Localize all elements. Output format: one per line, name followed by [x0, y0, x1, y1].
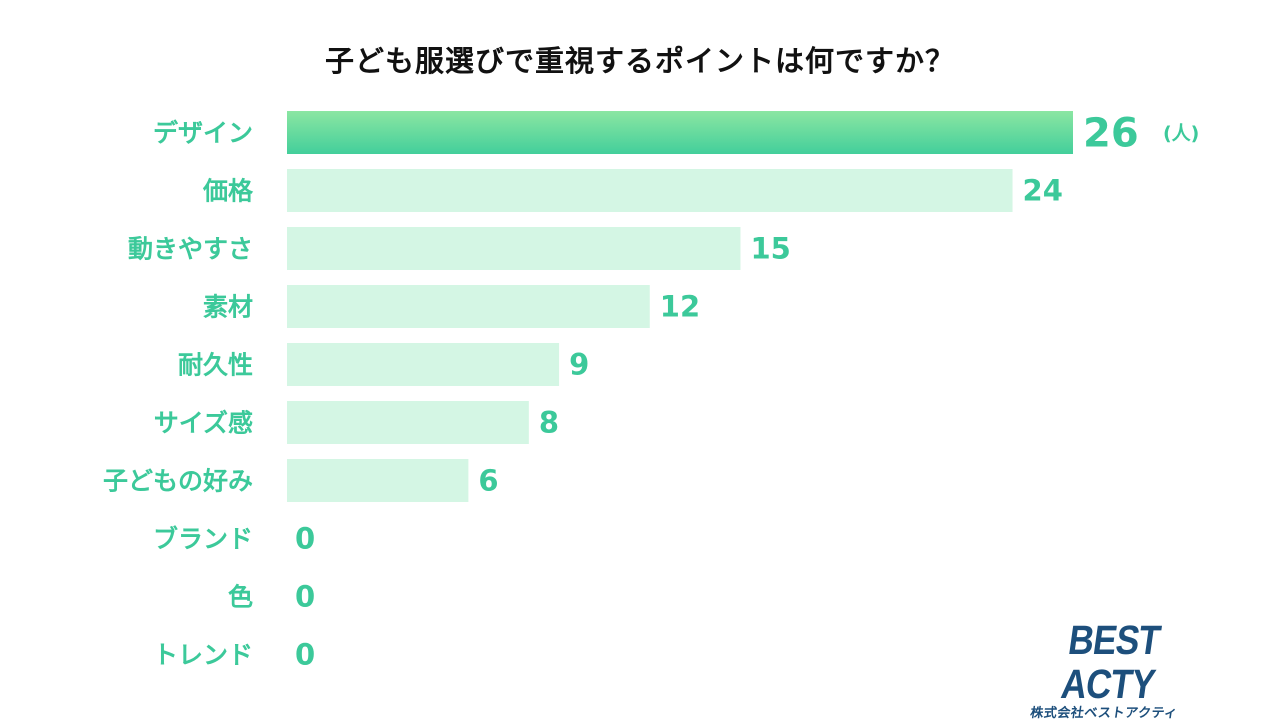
- category-label: ブランド: [153, 525, 253, 554]
- category-label: デザイン: [153, 119, 253, 148]
- value-label: 0: [295, 580, 315, 614]
- category-label: 色: [228, 583, 253, 612]
- bar: [287, 343, 560, 386]
- category-label: 子どもの好み: [103, 467, 253, 496]
- bar: [287, 285, 650, 328]
- value-label: 9: [569, 348, 589, 382]
- value-label: 24: [1023, 174, 1063, 208]
- category-label: トレンド: [153, 641, 253, 670]
- value-label: 6: [478, 464, 498, 498]
- unit-label: (人): [1163, 123, 1199, 145]
- company-logo: BEST ACTY 株式会社ベストアクティ: [1003, 617, 1218, 722]
- bar: [287, 169, 1013, 212]
- value-label: 15: [750, 232, 790, 266]
- value-label: 12: [660, 290, 700, 324]
- chart-title: 子ども服選びで重視するポイントは何ですか？: [324, 44, 955, 78]
- bar: [287, 401, 529, 444]
- category-label: 耐久性: [178, 351, 253, 380]
- bar: [287, 459, 469, 502]
- value-label: 26: [1083, 111, 1139, 157]
- value-label: 0: [295, 522, 315, 556]
- bars-group: デザイン 26 (人) 価格 24 動きやすさ 15 素材 12 耐久性 9 サイズ感 8 子どもの好み 6…: [103, 111, 1199, 672]
- value-label: 0: [295, 638, 315, 672]
- category-label: 素材: [203, 293, 253, 322]
- bar: [287, 227, 741, 270]
- category-label: サイズ感: [154, 409, 253, 438]
- value-label: 8: [539, 406, 559, 440]
- category-label: 動きやすさ: [128, 235, 253, 264]
- bar: [287, 111, 1073, 154]
- logo-wordmark: BEST ACTY: [1058, 617, 1163, 707]
- category-label: 価格: [202, 177, 254, 206]
